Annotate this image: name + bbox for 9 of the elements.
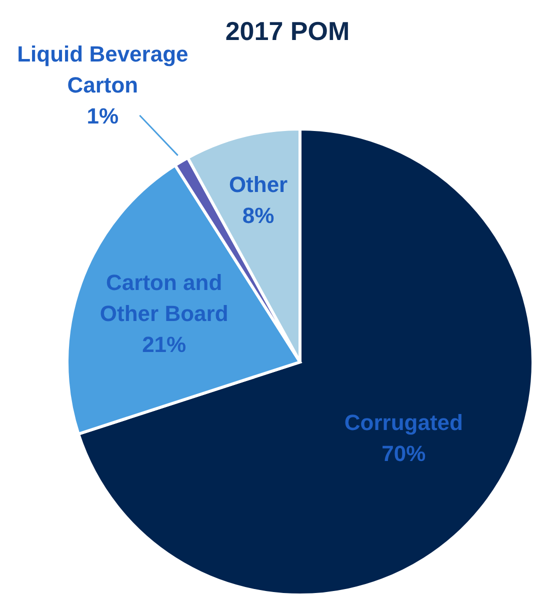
data-label: 1% — [86, 103, 119, 128]
data-label: 8% — [242, 203, 274, 228]
data-label: 21% — [142, 332, 186, 358]
chart-title: 2017 POM — [225, 16, 350, 46]
slice-label: Corrugated — [344, 410, 463, 435]
slice-label: Liquid Beverage Carton — [17, 41, 188, 98]
slice-label: Other — [228, 172, 288, 198]
data-label: 70% — [382, 440, 426, 466]
slice-label: Carton and Other Board — [100, 270, 228, 326]
